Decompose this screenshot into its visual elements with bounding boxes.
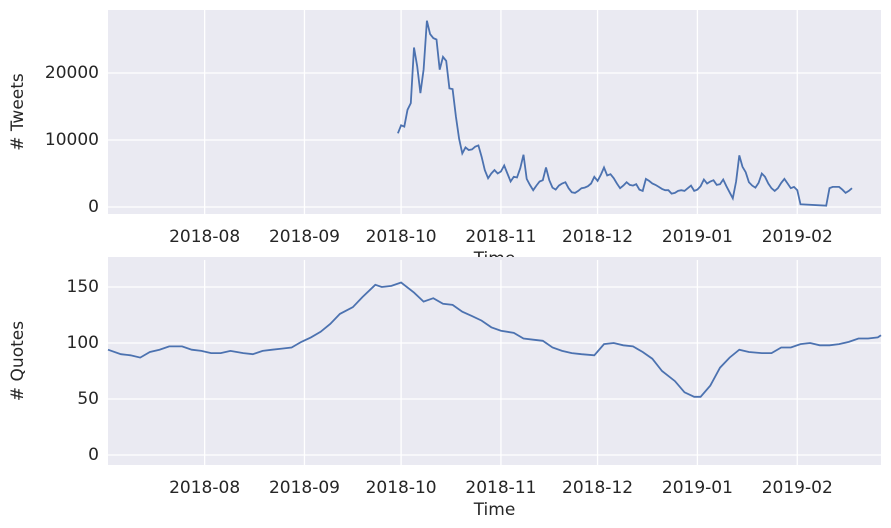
x-tick-label: 2018-09 bbox=[269, 478, 340, 498]
x-tick-label: 2019-01 bbox=[662, 227, 733, 247]
y-tick-label: 20000 bbox=[45, 63, 99, 83]
x-tick-label: 2018-10 bbox=[366, 478, 437, 498]
x-tick-label: 2018-12 bbox=[562, 227, 633, 247]
x-tick-label: 2019-02 bbox=[762, 478, 833, 498]
x-tick-label: 2018-11 bbox=[465, 478, 536, 498]
x-tick-label: 2019-02 bbox=[762, 227, 833, 247]
data-line bbox=[397, 20, 853, 207]
plot-background bbox=[108, 257, 881, 465]
y-axis-label: # Quotes bbox=[8, 321, 28, 401]
x-tick-label: 2019-01 bbox=[662, 478, 733, 498]
y-axis-label: # Tweets bbox=[8, 73, 28, 151]
y-tick-label: 0 bbox=[88, 445, 99, 465]
x-tick-label: 2018-10 bbox=[366, 227, 437, 247]
x-tick-label: 2018-11 bbox=[465, 227, 536, 247]
y-tick-label: 150 bbox=[67, 277, 99, 297]
y-tick-label: 0 bbox=[88, 197, 99, 217]
x-tick-label: 2018-08 bbox=[169, 478, 240, 498]
plot-background bbox=[108, 10, 881, 214]
y-tick-label: 100 bbox=[67, 333, 99, 353]
overlap-cover bbox=[108, 257, 881, 260]
data-line bbox=[107, 281, 882, 398]
y-tick-label: 10000 bbox=[45, 130, 99, 150]
x-axis-label: Time bbox=[473, 500, 516, 520]
x-tick-label: 2018-12 bbox=[562, 478, 633, 498]
x-tick-label: 2018-09 bbox=[269, 227, 340, 247]
y-tick-label: 50 bbox=[77, 389, 99, 409]
x-tick-label: 2018-08 bbox=[169, 227, 240, 247]
